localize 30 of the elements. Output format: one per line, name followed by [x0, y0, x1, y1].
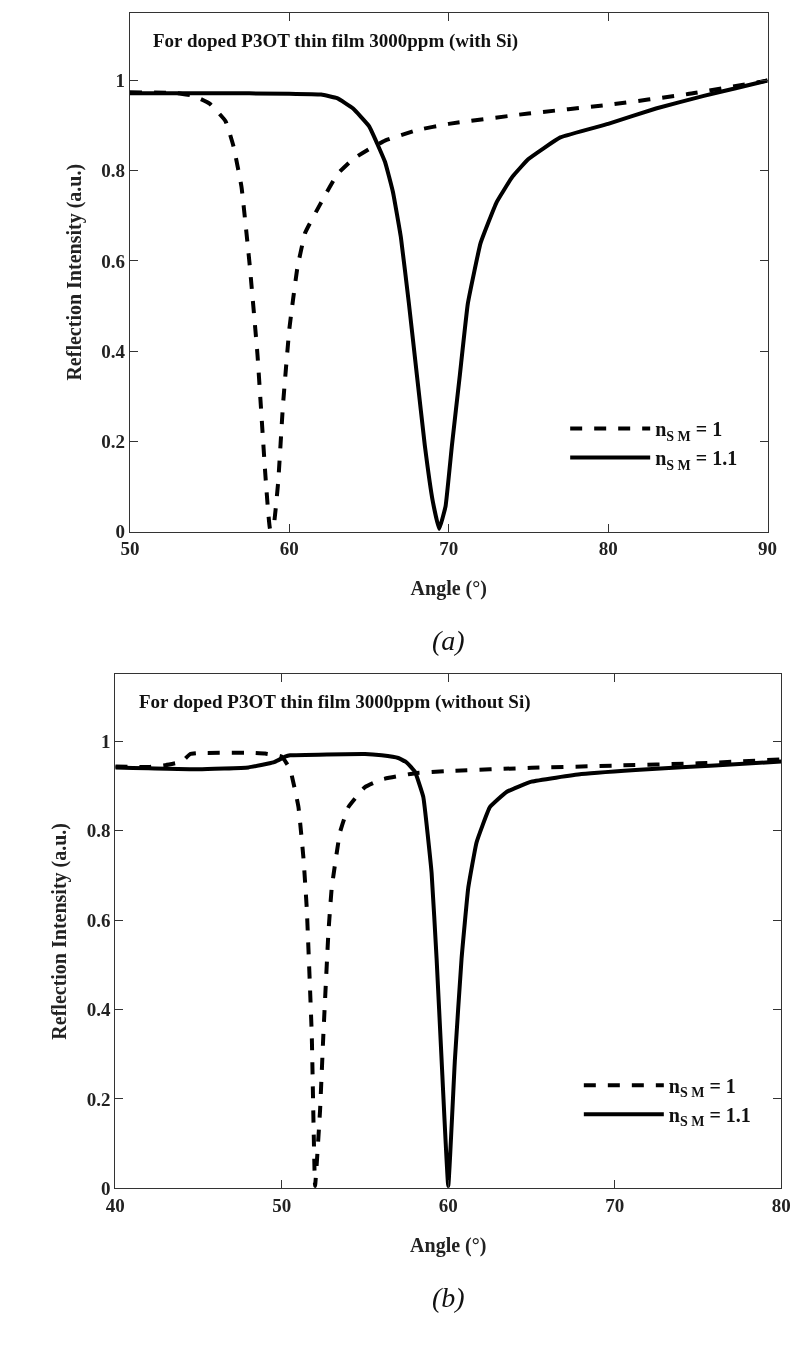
x-axis-title: Angle (°): [410, 576, 487, 600]
legend-label: n$_{S M}$ = 1.1: [668, 1103, 751, 1130]
y-tick-label: 0.4: [86, 999, 111, 1021]
y-tick-label: 0.6: [101, 250, 126, 272]
y-tick-label: 0.2: [86, 1088, 111, 1110]
y-tick-label: 0.6: [86, 909, 111, 931]
text: For doped P3OT thin film 3000ppm (without Si): [139, 691, 531, 713]
x-tick-label: 50: [272, 1195, 292, 1217]
y-tick-label: 1: [101, 731, 111, 753]
text: (a): [432, 625, 465, 656]
x-tick-label: 80: [771, 1195, 791, 1217]
text: (b): [432, 1282, 465, 1313]
x-tick-label: 90: [758, 538, 778, 560]
x-axis-title: Angle (°): [410, 1233, 487, 1257]
x-tick-label: 60: [438, 1195, 458, 1217]
y-tick-label: 0.4: [101, 340, 126, 362]
x-tick-label: 70: [439, 538, 459, 560]
x-tick-label: 80: [598, 538, 618, 560]
y-tick-label: 0.8: [86, 820, 111, 842]
legend-label: n$_{S M}$ = 1: [655, 418, 723, 444]
legend-label: n$_{S M}$ = 1: [668, 1074, 736, 1101]
legend-label: n$_{S M}$ = 1.1: [655, 447, 738, 473]
text: For doped P3OT thin film 3000ppm (with Si): [153, 30, 519, 52]
x-tick-label: 60: [279, 538, 299, 560]
y-axis-title: Reflection Intensity (a.u.): [62, 163, 86, 381]
x-tick-label: 70: [605, 1195, 625, 1217]
y-axis-title: Reflection Intensity (a.u.): [48, 823, 72, 1040]
y-tick-label: 1: [115, 70, 126, 92]
y-tick-label: 0.8: [101, 160, 126, 182]
y-tick-label: 0.2: [101, 431, 126, 453]
